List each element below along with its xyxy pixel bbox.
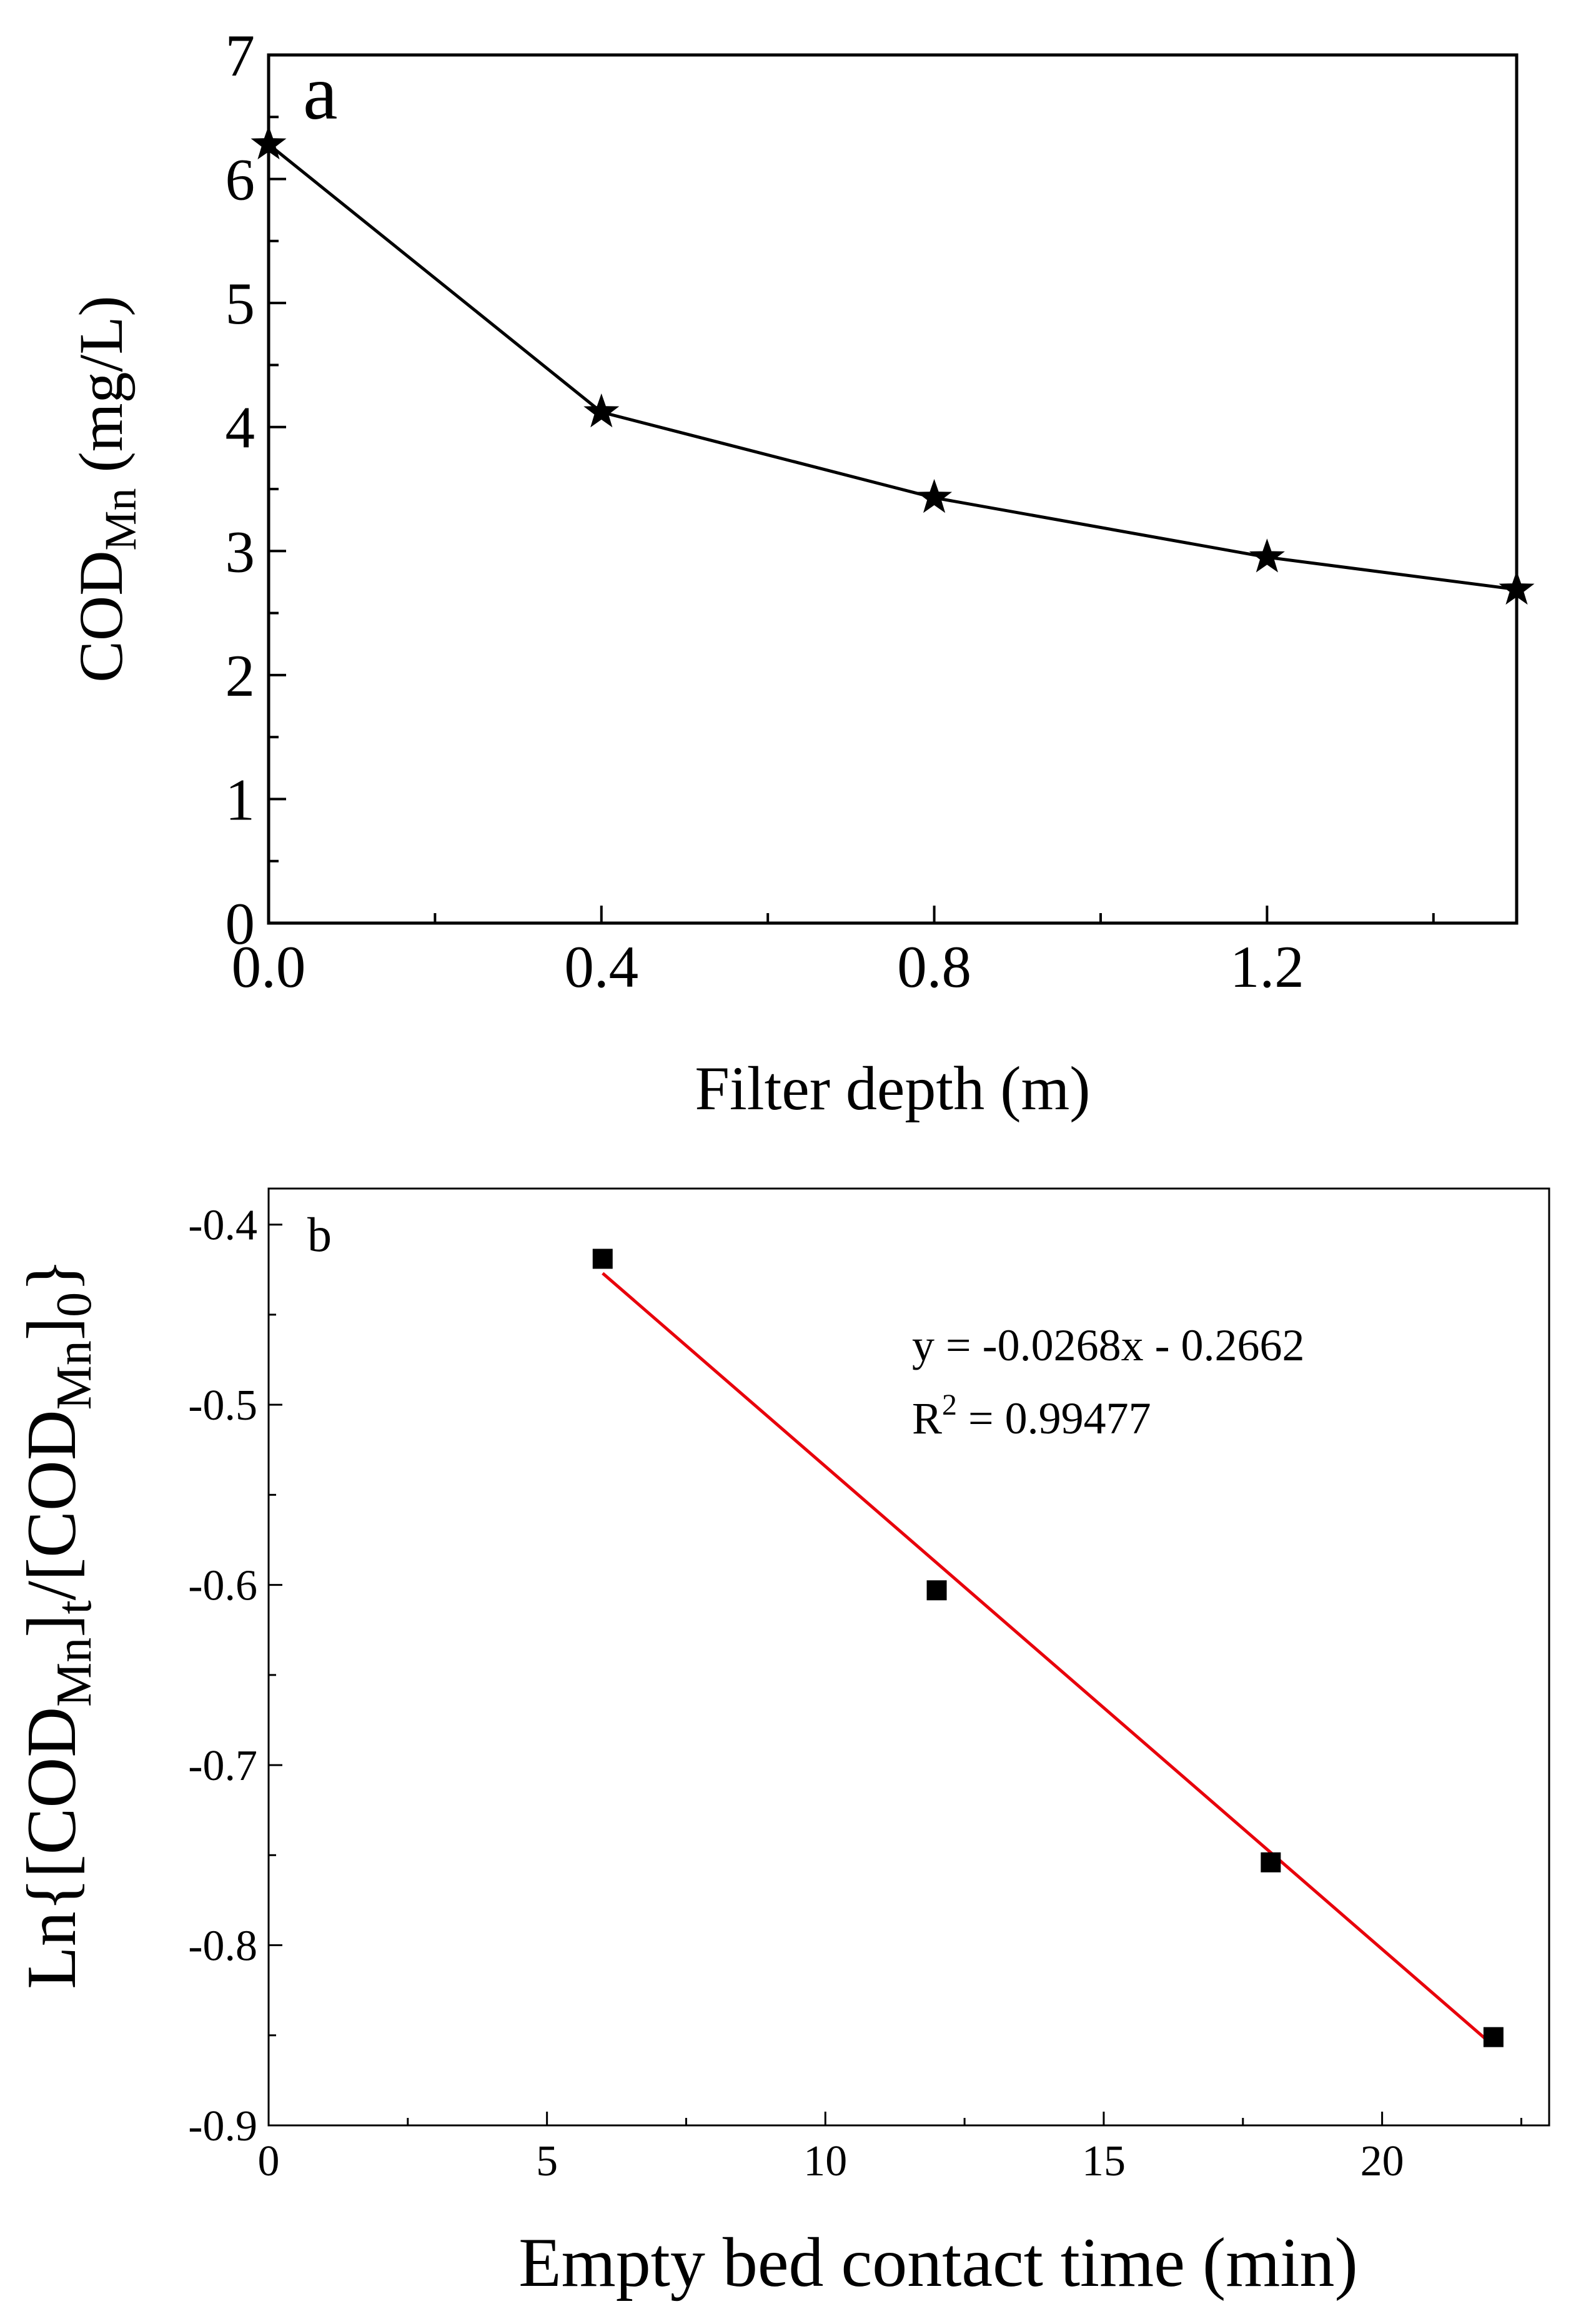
a-y-tick-label: 5 [226, 270, 255, 337]
b-square-marker [1261, 1852, 1281, 1872]
r2-label: R [912, 1393, 942, 1443]
b-x-tick-label: 5 [536, 2137, 558, 2185]
b-square-marker [1483, 2027, 1504, 2047]
fit-equation: y = -0.0268x - 0.2662 [912, 1320, 1305, 1370]
y-title-b-sub2: t [47, 1600, 102, 1614]
panel-label-a: a [303, 50, 337, 136]
a-x-tick-label: 0.4 [564, 934, 638, 1000]
b-y-tick-label: -0.4 [188, 1202, 257, 1250]
y-axis-title-a: CODMn (mg/L) [66, 295, 146, 682]
a-y-tick-label: 3 [226, 518, 255, 585]
b-y-tick-label: -0.6 [188, 1562, 257, 1610]
a-star-marker [916, 478, 953, 513]
b-y-tick-label: -0.8 [188, 1922, 257, 1970]
b-square-marker [592, 1249, 613, 1269]
a-star-marker [583, 393, 620, 428]
b-square-marker [926, 1580, 947, 1601]
a-x-tick-label: 0.8 [897, 934, 971, 1000]
y-title-b-sub1: Mn [47, 1638, 102, 1707]
a-y-tick-label: 0 [226, 891, 255, 957]
panel-label-b: b [307, 1207, 332, 1262]
y-title-b-part2: ] [13, 1614, 91, 1637]
r2-value: = 0.99477 [957, 1393, 1151, 1443]
a-y-tick-label: 1 [226, 766, 255, 833]
a-x-tick-label: 0.0 [232, 934, 306, 1000]
y-axis-title-b: Ln{[CODMn]t/[CODMn]0} [13, 1258, 102, 1989]
b-linear-fit [602, 1272, 1495, 2047]
a-y-tick-label: 4 [226, 395, 255, 461]
a-data-line [267, 143, 1517, 591]
a-star-marker [1249, 538, 1285, 573]
y-title-b-part1: Ln{[COD [13, 1707, 91, 1989]
a-star-marker [1499, 570, 1535, 605]
plot-frame-a [267, 53, 1519, 925]
x-axis-title-a: Filter depth (m) [695, 1054, 1090, 1123]
b-x-tick-label: 10 [803, 2137, 847, 2185]
b-y-tick-label: -0.7 [188, 1742, 257, 1790]
a-axis-ticks: 0 1 2 3 4 5 6 7 0.0 0.4 0.8 1.2 [226, 22, 1435, 1000]
y-title-b-part5: } [13, 1258, 91, 1292]
b-x-tick-label: 0 [258, 2137, 280, 2185]
y-title-a-sub: Mn [96, 488, 146, 551]
a-series-markers [250, 126, 1535, 605]
b-x-tick-label: 20 [1360, 2137, 1404, 2185]
a-series-line [267, 143, 1517, 591]
b-fit-line [602, 1272, 1495, 2047]
a-y-tick-label: 7 [226, 22, 255, 89]
r2-superscript: 2 [942, 1388, 957, 1422]
x-axis-title-b: Empty bed contact time (min) [518, 2224, 1358, 2302]
b-y-tick-label: -0.9 [188, 2102, 257, 2150]
plot-frame-b [267, 1187, 1550, 2127]
a-star-marker [250, 126, 287, 160]
y-title-b-sub3: Mn [47, 1340, 102, 1410]
y-title-b-part3: /[COD [13, 1410, 91, 1600]
a-y-tick-label: 2 [226, 643, 255, 709]
b-y-tick-label: -0.5 [188, 1382, 257, 1430]
y-title-b-sub4: 0 [47, 1292, 102, 1317]
b-x-tick-label: 15 [1082, 2137, 1126, 2185]
a-y-tick-label: 6 [226, 147, 255, 213]
fit-r-squared: R2 = 0.99477 [912, 1388, 1151, 1443]
b-series-markers [592, 1249, 1504, 2047]
a-x-tick-label: 1.2 [1230, 934, 1304, 1000]
y-title-b-part4: ] [13, 1317, 91, 1340]
y-title-a-unit: (mg/L) [66, 295, 136, 488]
b-axis-ticks: -0.4 -0.5 -0.6 -0.7 -0.8 -0.90 5 10 15 20 [188, 1202, 1522, 2185]
panel-b: -0.4-0.5-0.6-0.7-0.8-0.90 5 10 15 20 b y = -… [13, 1187, 1550, 2302]
y-title-a-main: COD [66, 551, 136, 683]
